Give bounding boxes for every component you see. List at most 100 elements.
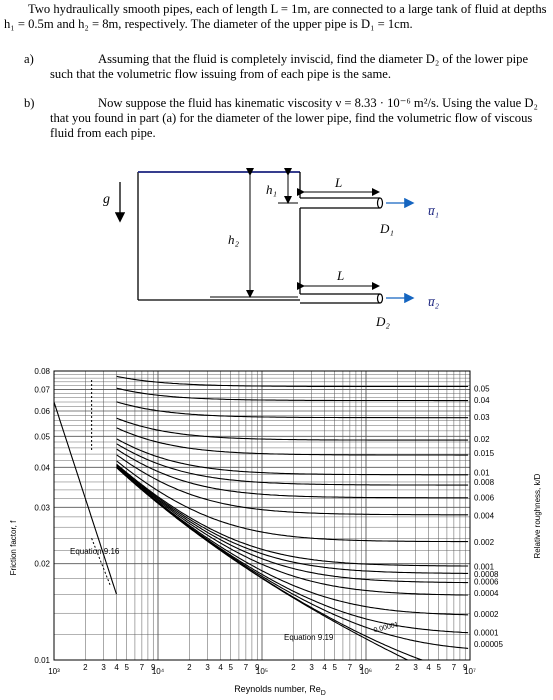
roughness-label: 0.00001 [373,621,399,634]
x-minor-label: 3 [101,663,106,672]
roughness-label: 0.0001 [474,628,499,637]
x-axis-label: Reynolds number, ReD [234,684,326,697]
x-decade-label: 10⁶ [360,667,372,676]
x-minor-label: 9 [463,663,468,672]
x-minor-label: 9 [151,663,156,672]
roughness-label: 0.05 [474,385,490,394]
friction-curve-0.04 [116,387,469,402]
smooth-pipe-curve-eq-919 [116,467,469,661]
h1-label: h₁ [266,182,277,197]
u1-label: u̅₁ [428,203,439,218]
x-minor-label: 5 [332,663,337,672]
d1-label: D₁ [379,221,394,236]
x-minor-label: 5 [124,663,129,672]
h2-label: h₂ [228,232,240,247]
l-bottom-label: L [336,268,344,283]
y2-axis-label: Relative roughness, k/D [533,473,542,558]
friction-curve-0.0008 [116,464,469,574]
x-minor-label: 2 [395,663,400,672]
x-minor-label: 3 [309,663,314,672]
y-tick-label: 0.07 [34,386,50,395]
laminar-line-eq-916 [53,401,117,595]
y-tick-label: 0.02 [34,560,50,569]
part-a-text: Assuming that the fluid is completely in… [50,52,545,82]
x-minor-label: 5 [228,663,233,672]
friction-curve-0.006 [116,448,469,499]
x-minor-label: 5 [436,663,441,672]
x-decade-label: 10⁷ [464,667,476,676]
x-minor-label: 9 [359,663,364,672]
x-minor-label: 4 [114,663,119,672]
roughness-label: 0.00005 [474,640,503,649]
plot-frame [53,370,471,661]
x-minor-label: 2 [291,663,296,672]
friction-curve-0.0002 [116,466,469,616]
y-tick-label: 0.01 [34,656,50,665]
u2-label: u̅₂ [428,294,440,309]
roughness-label: 0.0008 [474,570,499,579]
friction-curve-0.03 [116,401,469,419]
gravity-label: g [103,192,110,207]
roughness-label: 0.004 [474,511,495,520]
x-axis-label-main: Reynolds number, Re [234,684,321,694]
roughness-label: 0.0006 [474,577,499,586]
x-minor-label: 2 [187,663,192,672]
roughness-label: 0.008 [474,478,495,487]
roughness-labels: 0.05 0.04 0.03 0.02 0.015 0.010.008 0.006 0.004… [373,385,503,650]
y-tick-label: 0.08 [34,367,50,376]
y-axis-label: Friction factor, f [9,520,18,575]
x-minor-label: 2 [83,663,88,672]
roughness-label: 0.006 [474,493,495,502]
upper-pipe-outlet [376,197,384,209]
x-decade-label: 10⁵ [256,667,268,676]
x-minor-label: 7 [140,663,145,672]
x-axis-label-sub: D [321,690,326,697]
y-tick-label: 0.04 [34,463,50,472]
roughness-label: 0.001 [474,562,495,571]
lower-pipe-outlet [376,293,384,304]
x-minor-label: 3 [205,663,210,672]
x-minor-label: 7 [244,663,249,672]
roughness-label: 0.03 [474,413,490,422]
friction-curve-0.001 [116,463,469,567]
roughness-label: 0.02 [474,435,490,444]
part-b-label: b) [24,96,35,110]
friction-curve-0.0004 [116,465,469,596]
x-minor-label: 4 [426,663,431,672]
tank-diagram: g u̅₁ D₁ L h₁ h₂ u̅₂ D₂ L [103,168,440,329]
y-tick-label: 0.03 [34,503,50,512]
friction-curve-0.05 [116,375,469,388]
part-a-label: a) [24,52,34,66]
roughness-label: 0.0002 [474,610,499,619]
x-minor-label: 4 [322,663,327,672]
l-top-label: L [334,175,342,190]
x-minor-label: 7 [348,663,353,672]
friction-curve-0.01 [116,438,469,476]
roughness-label: 0.015 [474,449,495,458]
d2-label: D₂ [375,314,390,329]
chart-curves [53,375,469,661]
roughness-label: 0.04 [474,396,490,405]
part-a-body: Assuming that the fluid is completely in… [50,52,529,81]
friction-curve-0.015 [116,427,469,456]
x-minor-label: 3 [413,663,418,672]
x-minor-label: 7 [452,663,457,672]
y-tick-label: 0.05 [34,432,50,441]
friction-curve-0.02 [116,417,469,441]
x-decade-label: 10³ [48,667,60,676]
friction-curve-0.008 [116,443,469,486]
x-minor-label: 9 [255,663,260,672]
x-decade-label: 10⁴ [152,667,165,676]
chart-grid [53,370,471,661]
roughness-label: 0.002 [474,538,495,547]
y-tick-label: 0.06 [34,407,50,416]
annotation-eq-916: Equation 9.16 [70,547,120,556]
problem-intro: Two hydraulically smooth pipes, each of … [4,2,547,31]
roughness-label: 0.01 [474,468,490,477]
x-minor-label: 4 [218,663,223,672]
friction-curve-0.004 [116,454,469,516]
friction-curve-0.0006 [116,465,469,584]
transition-dash [91,538,112,587]
